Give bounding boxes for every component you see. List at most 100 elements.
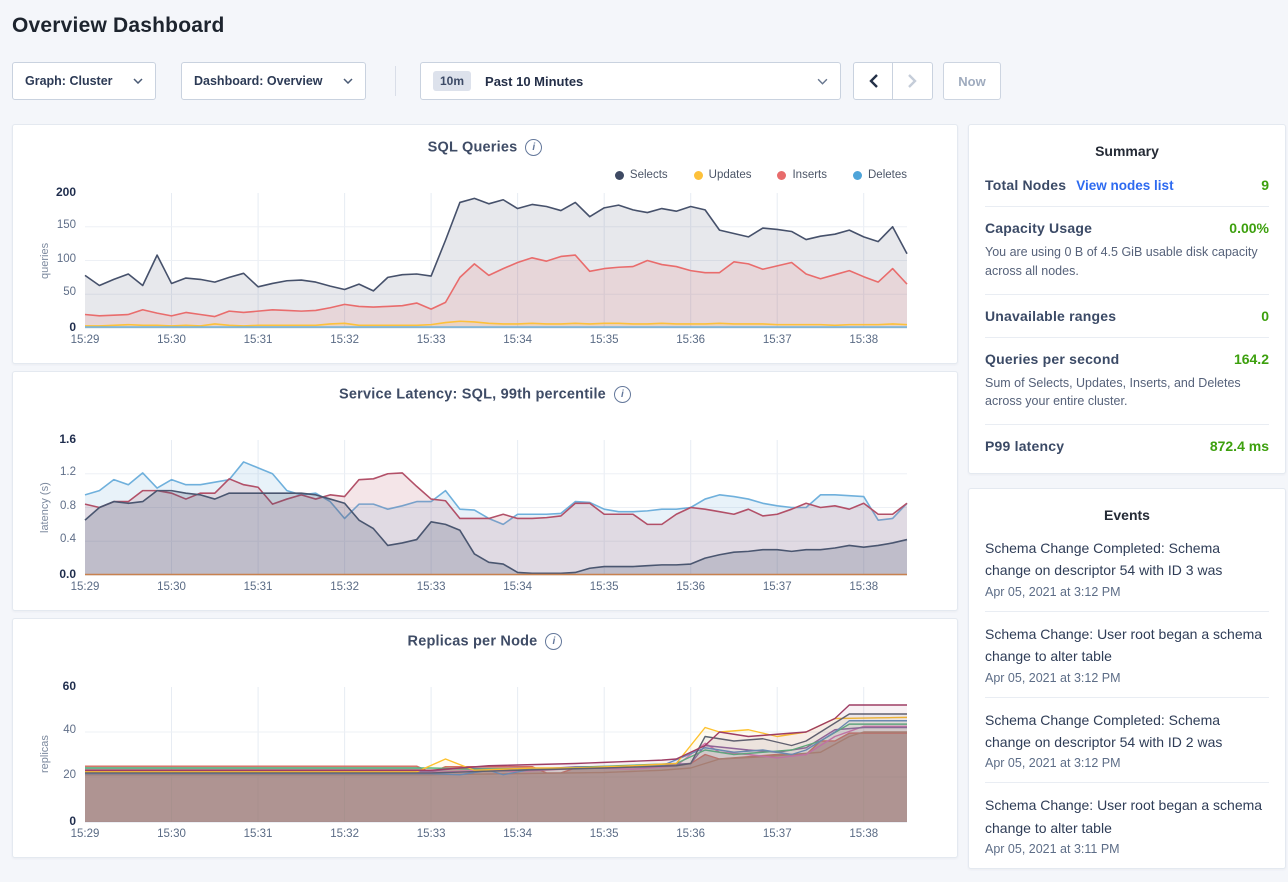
- chevron-right-icon: [908, 74, 917, 88]
- previous-range-button[interactable]: [853, 62, 893, 100]
- x-tick-label: 15:37: [762, 334, 792, 346]
- info-icon[interactable]: i: [613, 386, 631, 403]
- event-timestamp: Apr 05, 2021 at 3:11 PM: [985, 842, 1120, 857]
- legend-dot: [853, 170, 862, 180]
- event-item[interactable]: Schema Change: User root began a schema …: [985, 610, 1269, 697]
- summary-value: 164.2: [1233, 350, 1269, 367]
- y-tick-label: 100: [56, 252, 76, 265]
- event-timestamp: Apr 05, 2021 at 3:12 PM: [985, 584, 1121, 599]
- legend-dot: [693, 170, 703, 180]
- x-tick-label: 15:30: [157, 828, 186, 840]
- chart-header: SQL Queries i: [13, 139, 957, 156]
- y-tick-label: 20: [63, 769, 76, 781]
- summary-row-queries-per-second: Queries per second 164.2 Sum of Selects,…: [985, 336, 1269, 425]
- time-range-badge: 10m: [433, 71, 472, 91]
- y-tick-label: 1.2: [60, 465, 76, 478]
- legend-item-inserts[interactable]: Inserts: [777, 169, 827, 181]
- x-tick-label: 15:34: [503, 334, 533, 346]
- y-tick-label: 60: [62, 679, 76, 693]
- chart-svg: [85, 687, 907, 822]
- event-timestamp: Apr 05, 2021 at 3:12 PM: [985, 756, 1121, 771]
- x-tick-label: 15:37: [762, 581, 792, 593]
- dashboard-label: Dashboard: Overview: [194, 74, 323, 88]
- x-tick-label: 15:30: [157, 334, 186, 346]
- legend-item-deletes[interactable]: Deletes: [853, 169, 907, 181]
- summary-label: Queries per second: [985, 350, 1120, 367]
- summary-row-unavailable-ranges: Unavailable ranges 0: [985, 293, 1269, 337]
- service-latency-plot[interactable]: 0.0 0.4 0.8 1.2 1.6 15:29 15:30 15:31 15:32 15:33…: [59, 432, 907, 593]
- legend-item-updates[interactable]: Updates: [693, 169, 751, 181]
- replicas-per-node-chart-card: Replicas per Node i replicas 0 20 40 60 15:29…: [12, 618, 958, 858]
- now-button[interactable]: Now: [943, 62, 1001, 100]
- x-tick-label: 15:38: [849, 581, 879, 593]
- event-item[interactable]: Schema Change: User root began a schema …: [985, 782, 1269, 868]
- chevron-down-icon: [343, 78, 353, 84]
- x-tick-label: 15:38: [849, 828, 879, 840]
- service-latency-chart-card: Service Latency: SQL, 99th percentile i l…: [12, 371, 958, 611]
- x-tick-label: 15:32: [330, 581, 359, 593]
- divider: [395, 66, 396, 96]
- x-tick-label: 15:35: [589, 581, 619, 593]
- summary-label: P99 latency: [985, 438, 1065, 454]
- replicas-per-node-plot[interactable]: 0 20 40 60 15:29 15:30 15:31 15:32 15:33 15:34 15:…: [63, 679, 907, 840]
- summary-title: Summary: [1095, 143, 1159, 159]
- charts-column: SQL Queries i Selects Updates Inserts Delete…: [12, 124, 958, 869]
- x-tick-label: 15:33: [416, 581, 446, 593]
- event-message: Schema Change Completed: Schema change o…: [985, 711, 1223, 750]
- x-tick-label: 15:34: [503, 581, 533, 593]
- main-content: SQL Queries i Selects Updates Inserts Delete…: [12, 124, 1288, 870]
- legend-item-selects[interactable]: Selects: [614, 169, 668, 181]
- chart-title: Replicas per Node: [407, 633, 538, 650]
- summary-panel: Summary Total Nodes View nodes list 9 Ca…: [968, 124, 1286, 474]
- info-icon[interactable]: i: [545, 633, 563, 650]
- view-nodes-list-link[interactable]: View nodes list: [1076, 178, 1174, 193]
- y-tick-label: 0: [69, 320, 76, 334]
- x-tick-label: 15:29: [70, 334, 100, 346]
- chart-title: Service Latency: SQL, 99th percentile: [339, 386, 606, 403]
- summary-row-total-nodes: Total Nodes View nodes list 9: [985, 171, 1269, 206]
- x-tick-label: 15:38: [849, 334, 879, 346]
- legend-dot: [777, 170, 787, 180]
- y-tick-label: 0: [69, 814, 76, 828]
- info-icon[interactable]: i: [525, 139, 543, 156]
- x-tick-label: 15:32: [330, 828, 359, 840]
- x-tick-label: 15:34: [503, 828, 533, 840]
- event-item[interactable]: Schema Change Completed: Schema change o…: [985, 535, 1269, 611]
- y-tick-label: 0.8: [60, 499, 76, 512]
- y-axis-label: latency (s): [39, 482, 51, 533]
- sql-queries-plot[interactable]: 0 50 100 150 200 15:29 15:30 15:31 15:32 15:33 15:…: [56, 185, 907, 346]
- summary-value: 9: [1261, 177, 1269, 193]
- graph-scope-label: Graph: Cluster: [25, 74, 113, 88]
- summary-row-capacity-usage: Capacity Usage 0.00% You are using 0 B o…: [985, 206, 1269, 294]
- y-tick-label: 150: [56, 218, 76, 231]
- x-tick-label: 15:36: [676, 581, 706, 593]
- summary-value: 872.4 ms: [1209, 438, 1269, 454]
- chevron-left-icon: [868, 74, 878, 88]
- next-range-button[interactable]: [893, 62, 933, 100]
- sidebar-column: Summary Total Nodes View nodes list 9 Ca…: [968, 124, 1286, 870]
- x-tick-label: 15:31: [243, 334, 273, 346]
- chart-svg: [85, 193, 907, 328]
- x-tick-label: 15:31: [243, 581, 273, 593]
- event-message: Schema Change: User root began a schema …: [985, 625, 1263, 665]
- x-tick-label: 15:35: [589, 334, 619, 346]
- x-tick-label: 15:29: [70, 581, 100, 593]
- y-tick-label: 0.0: [59, 567, 76, 581]
- dashboard-dropdown[interactable]: Dashboard: Overview: [181, 62, 366, 100]
- events-title: Events: [1104, 507, 1150, 523]
- x-tick-label: 15:30: [157, 581, 186, 593]
- time-range-picker[interactable]: 10m Past 10 Minutes: [420, 62, 841, 100]
- sql-queries-chart-card: SQL Queries i Selects Updates Inserts Delete…: [12, 124, 958, 364]
- graph-scope-dropdown[interactable]: Graph: Cluster: [12, 62, 156, 100]
- y-tick-label: 1.6: [59, 432, 76, 446]
- chart-header: Service Latency: SQL, 99th percentile i: [13, 386, 957, 403]
- y-tick-label: 200: [55, 185, 76, 199]
- chart-title: SQL Queries: [427, 139, 518, 156]
- time-range-label: Past 10 Minutes: [485, 73, 584, 89]
- x-tick-label: 15:35: [589, 828, 619, 840]
- y-axis-label: replicas: [39, 735, 51, 774]
- summary-description: You are using 0 B of 4.5 GiB usable disk…: [985, 245, 1258, 278]
- event-item[interactable]: Schema Change Completed: Schema change o…: [985, 696, 1269, 783]
- x-tick-label: 15:36: [676, 334, 706, 346]
- summary-value: 0.00%: [1229, 220, 1269, 236]
